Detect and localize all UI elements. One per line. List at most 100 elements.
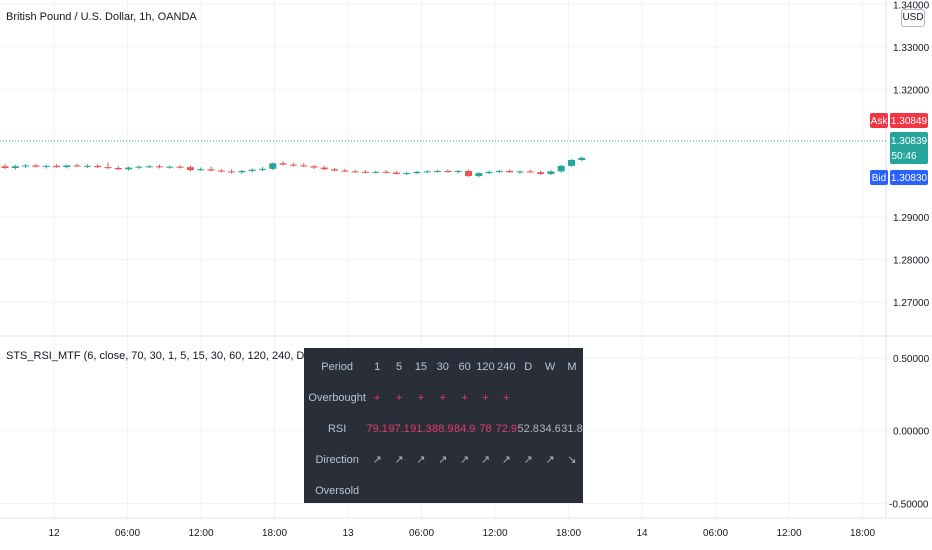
candle [506,169,514,173]
indicator-axis-labels: 0.50000 0.00000 -0.50000 [889,354,930,511]
rsi-value: 78 [479,422,492,435]
candle [485,170,493,175]
rsi-value: 84.9 [453,422,476,435]
candle [125,166,133,171]
overbought-mark: + [395,391,403,404]
price-axis-labels: 1.34000 1.33000 1.32000 1.29000 1.28000 1.270… [893,0,930,309]
time-tick-label: 12:00 [482,528,507,539]
price-tick-label: 1.29000 [893,213,930,224]
candle [362,170,369,174]
bid-label: Bid [872,173,886,184]
candle [259,167,266,171]
direction-arrow: ↗ [394,454,404,466]
candle [63,164,71,169]
price-tick-label: 1.33000 [893,43,930,54]
rsi-value: 97.1 [388,422,410,435]
candle [42,164,50,169]
direction-arrow: ↗ [460,454,470,466]
candle [465,169,472,177]
candle [568,159,575,167]
direction-arrow: ↗ [372,454,382,466]
time-tick-label: 12:00 [188,528,213,539]
direction-arrow: ↗ [501,454,511,466]
candle [156,164,163,169]
candle [403,171,411,176]
time-tick-label: 06:00 [409,528,434,539]
candle [145,165,153,168]
candle [207,166,215,172]
candle [83,164,91,168]
candle [526,169,534,173]
period-cell: 1 [374,360,381,373]
candle [228,169,236,174]
candle [372,170,380,174]
candle [279,161,287,166]
overbought-mark [517,382,539,413]
indicator-tick-label: 0.50000 [893,354,930,365]
bid-badge: Bid 1.30830 [870,170,928,185]
time-tick-label: 12:00 [776,528,801,539]
candle [217,168,225,173]
period-cell: 60 [458,360,471,373]
price-tick-label: 1.32000 [893,85,930,96]
candle [73,163,81,168]
time-tick-label: 14 [636,528,648,539]
candle [444,169,452,173]
candle [269,162,277,171]
candle [176,165,184,169]
last-price-value: 1.30839 [891,136,928,147]
candle [135,165,143,169]
period-row: Period 1 5 15 30 60 120 240 D W M [308,351,583,382]
overbought-mark: + [439,391,447,404]
candle [423,170,431,174]
time-tick-label: 13 [342,528,354,539]
period-cell: 240 [497,360,516,373]
candle [537,170,545,175]
oversold-row: Oversold [308,475,583,506]
candle [578,156,586,162]
time-tick-label: 18:00 [556,528,581,539]
direction-arrow: ↗ [523,454,533,466]
rsi-value: 88.9 [432,422,454,435]
overbought-mark: + [417,391,425,404]
price-tick-label: 1.27000 [893,298,930,309]
ask-badge: Ask 1.30849 [870,113,928,128]
candle [341,168,349,173]
rsi-value: 31.8 [561,422,583,435]
candle [434,169,442,173]
candle [320,165,328,171]
rsi-mtf-table: Period 1 5 15 30 60 120 240 D W M Overbo… [304,348,583,503]
candlestick-series [1,156,586,178]
overbought-label: Overbought [308,391,366,404]
candle [557,164,565,173]
direction-arrow: ↗ [480,454,491,466]
direction-row: Direction ↗ ↗ ↗ ↗ ↗ ↗ ↗ ↗ ↗ ↘ [308,444,583,475]
candle [248,168,256,173]
time-tick-label: 12 [48,528,60,539]
candle [94,164,102,168]
candle [22,164,30,168]
overbought-mark: + [461,391,468,404]
rsi-row: RSI 79.1 97.1 91.3 88.9 84.9 78 72.9 52.… [308,413,583,444]
candle [104,162,112,169]
last-price-badge: 1.30839 50:46 [890,132,928,164]
candle [1,164,9,170]
overbought-row: Overbought + + + + + + + [308,382,583,413]
candle [413,170,421,175]
period-cell: 15 [414,360,428,373]
candle [475,172,483,178]
symbol-title: British Pound / U.S. Dollar, 1h, OANDA [6,11,197,23]
bid-value: 1.30830 [891,173,928,184]
indicator-tick-label: 0.00000 [893,427,930,438]
ask-label: Ask [871,116,889,127]
direction-arrow: ↗ [416,454,426,466]
time-axis-labels: 12 06:00 12:00 18:00 13 06:00 12:00 18:00 14 06:0… [48,528,875,539]
time-tick-label: 18:00 [850,528,875,539]
candle [351,169,359,173]
direction-arrow: ↗ [438,454,448,466]
candle [382,170,390,174]
currency-button[interactable]: USD [901,9,925,27]
candle [114,166,122,171]
time-tick-label: 18:00 [262,528,287,539]
rsi-value: 79.1 [366,422,388,435]
